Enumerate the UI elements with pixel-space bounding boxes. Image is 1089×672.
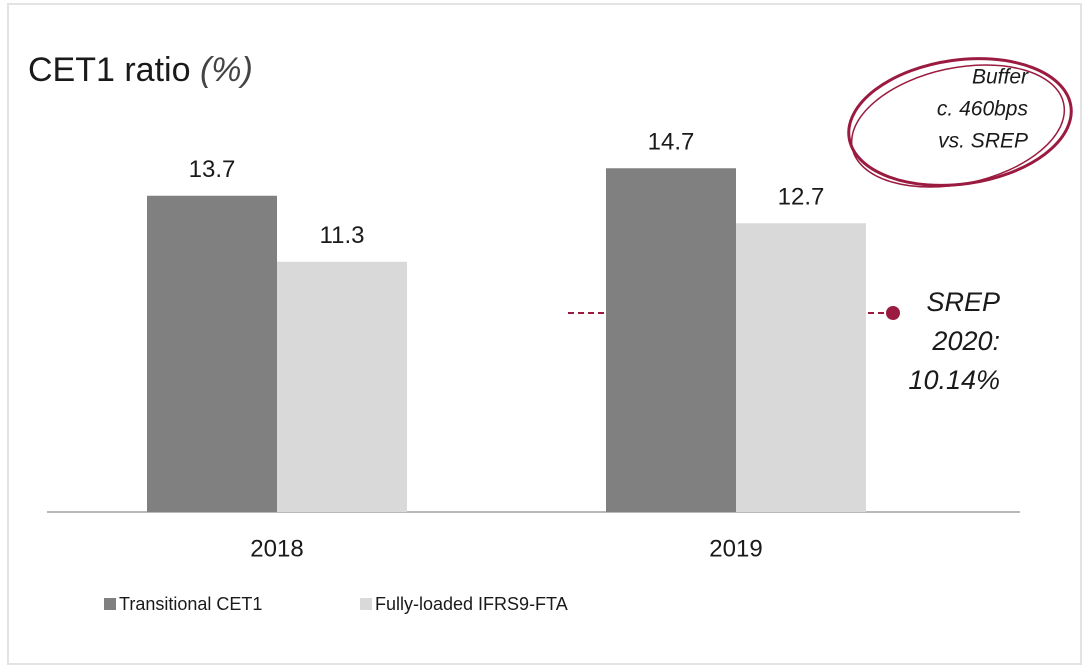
legend-swatch [104, 598, 116, 610]
bar [606, 168, 736, 512]
buffer-circle [850, 64, 1066, 188]
title-text: CET1 ratio [28, 51, 191, 89]
bar [147, 195, 277, 512]
x-tick-label: 2018 [250, 535, 303, 562]
data-label: 11.3 [320, 222, 365, 249]
legend-label: Fully-loaded IFRS9-FTA [375, 594, 568, 614]
legend-swatch [360, 598, 372, 610]
data-label: 12.7 [778, 184, 825, 211]
x-tick-label: 2019 [709, 535, 762, 562]
srep-annotation: 10.14% [908, 365, 1000, 395]
data-label: 13.7 [189, 156, 236, 183]
bar [736, 223, 866, 512]
buffer-annotation: c. 460bps [937, 98, 1029, 121]
buffer-annotation: Buffer [972, 66, 1029, 89]
chart-title: CET1 ratio (%) [28, 51, 253, 89]
title-unit: (%) [200, 51, 253, 89]
srep-annotation: SREP [926, 287, 1000, 317]
srep-dot [886, 306, 900, 320]
legend-label: Transitional CET1 [119, 594, 262, 614]
bar [277, 261, 407, 512]
data-label: 14.7 [648, 129, 695, 156]
srep-annotation: 2020: [931, 326, 1000, 356]
buffer-annotation: vs. SREP [938, 130, 1028, 153]
